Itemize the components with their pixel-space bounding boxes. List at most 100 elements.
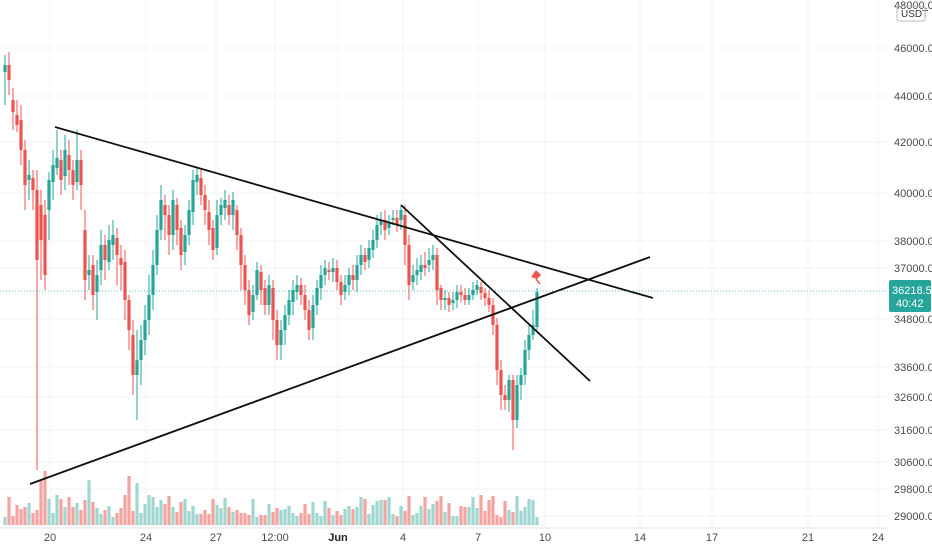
volume-bar	[139, 513, 143, 525]
candle-body	[535, 292, 539, 327]
x-tick-label: 10	[539, 532, 551, 544]
y-tick-label: 38000.00	[894, 236, 932, 248]
candle-body	[47, 180, 51, 210]
trendlines[interactable]	[29, 126, 654, 485]
candle-body	[15, 115, 19, 125]
volume-bar	[55, 495, 59, 525]
volume-bar	[283, 509, 287, 525]
volume-bar	[359, 497, 363, 525]
volume-bar	[295, 516, 299, 525]
candle-body	[467, 295, 471, 300]
volume-bar	[315, 513, 319, 525]
volume-bar	[259, 515, 263, 525]
candle-body	[119, 258, 123, 265]
price-candles	[3, 52, 539, 470]
volume-bar	[227, 507, 231, 525]
candle-body	[279, 330, 283, 345]
candle-body	[255, 270, 259, 295]
volume-bar	[519, 511, 523, 525]
candle-body	[107, 240, 111, 262]
candle-body	[443, 298, 447, 300]
x-tick-label: Jun	[328, 532, 348, 544]
alert-flag-icon	[531, 270, 541, 279]
volume-bar	[43, 471, 47, 525]
candle-body	[259, 272, 263, 290]
candle-body	[323, 268, 327, 275]
volume-bar	[119, 508, 123, 525]
volume-bar	[431, 504, 435, 525]
candle-body	[59, 160, 63, 180]
candle-body	[479, 287, 483, 293]
candle-body	[251, 295, 255, 312]
volume-bar	[255, 517, 259, 525]
volume-bar	[399, 506, 403, 525]
candle-body	[347, 275, 351, 285]
candle-body	[343, 285, 347, 292]
x-tick-label: 4	[400, 532, 406, 544]
volume-bar	[351, 509, 355, 525]
candle-body	[147, 295, 151, 320]
volume-bar	[107, 506, 111, 525]
candle-body	[155, 230, 159, 265]
candle-body	[123, 262, 127, 300]
time-axis[interactable]: 20 24 27 12:00 Jun 4 7 10 14 17 21 24	[0, 527, 888, 544]
volume-bar	[311, 502, 315, 525]
candle-body	[419, 265, 423, 272]
candle-body	[39, 205, 43, 240]
volume-bar	[339, 515, 343, 525]
y-tick-label: 44000.00	[894, 91, 932, 103]
candle-body	[439, 288, 443, 300]
volume-bar	[251, 499, 255, 525]
candle-body	[411, 275, 415, 282]
volume-bar	[195, 514, 199, 525]
y-tick-label: 46000.00	[894, 43, 932, 55]
volume-bar	[131, 511, 135, 525]
volume-bar	[191, 506, 195, 525]
volume-bar	[87, 480, 91, 525]
volume-bar	[527, 499, 531, 525]
x-tick-label: 24	[140, 532, 152, 544]
y-tick-label: 40000.00	[894, 188, 932, 200]
candle-body	[71, 170, 75, 185]
candle-body	[95, 275, 99, 292]
x-tick-label: 20	[44, 532, 56, 544]
candle-body	[27, 175, 31, 180]
volume-bar	[111, 517, 115, 525]
volume-bar	[103, 510, 107, 525]
volume-bar	[211, 499, 215, 525]
alert-stem-icon	[535, 278, 541, 285]
volume-bar	[51, 513, 55, 525]
volume-bar	[347, 506, 351, 525]
candle-body	[399, 210, 403, 220]
candle-body	[63, 150, 67, 176]
volume-bar	[395, 516, 399, 525]
y-tick-label: 42000.00	[894, 137, 932, 149]
volume-bar	[447, 503, 451, 525]
candle-body	[395, 218, 399, 225]
volume-bar	[319, 516, 323, 525]
volume-bar	[23, 507, 27, 525]
candle-body	[299, 285, 303, 295]
candle-body	[487, 298, 491, 305]
volume-bar	[115, 513, 119, 525]
volume-bar	[467, 507, 471, 525]
volume-bar	[151, 497, 155, 525]
volume-bar	[383, 500, 387, 525]
volume-bar	[327, 508, 331, 525]
volume-bar	[83, 500, 87, 525]
candle-body	[211, 228, 215, 250]
countdown-value: 40:42	[896, 298, 924, 310]
candle-body	[115, 238, 119, 255]
candle-body	[267, 285, 271, 305]
volume-bar	[215, 505, 219, 525]
candle-body	[67, 155, 71, 170]
price-axis[interactable]: 48000.0046000.0044000.0042000.0040000.00…	[894, 0, 932, 523]
y-tick-label: 29800.00	[894, 484, 932, 496]
volume-bar	[523, 507, 527, 525]
candle-body	[523, 350, 527, 375]
y-tick-label: 32600.00	[894, 392, 932, 404]
candle-body	[311, 305, 315, 328]
candle-body	[195, 175, 199, 182]
